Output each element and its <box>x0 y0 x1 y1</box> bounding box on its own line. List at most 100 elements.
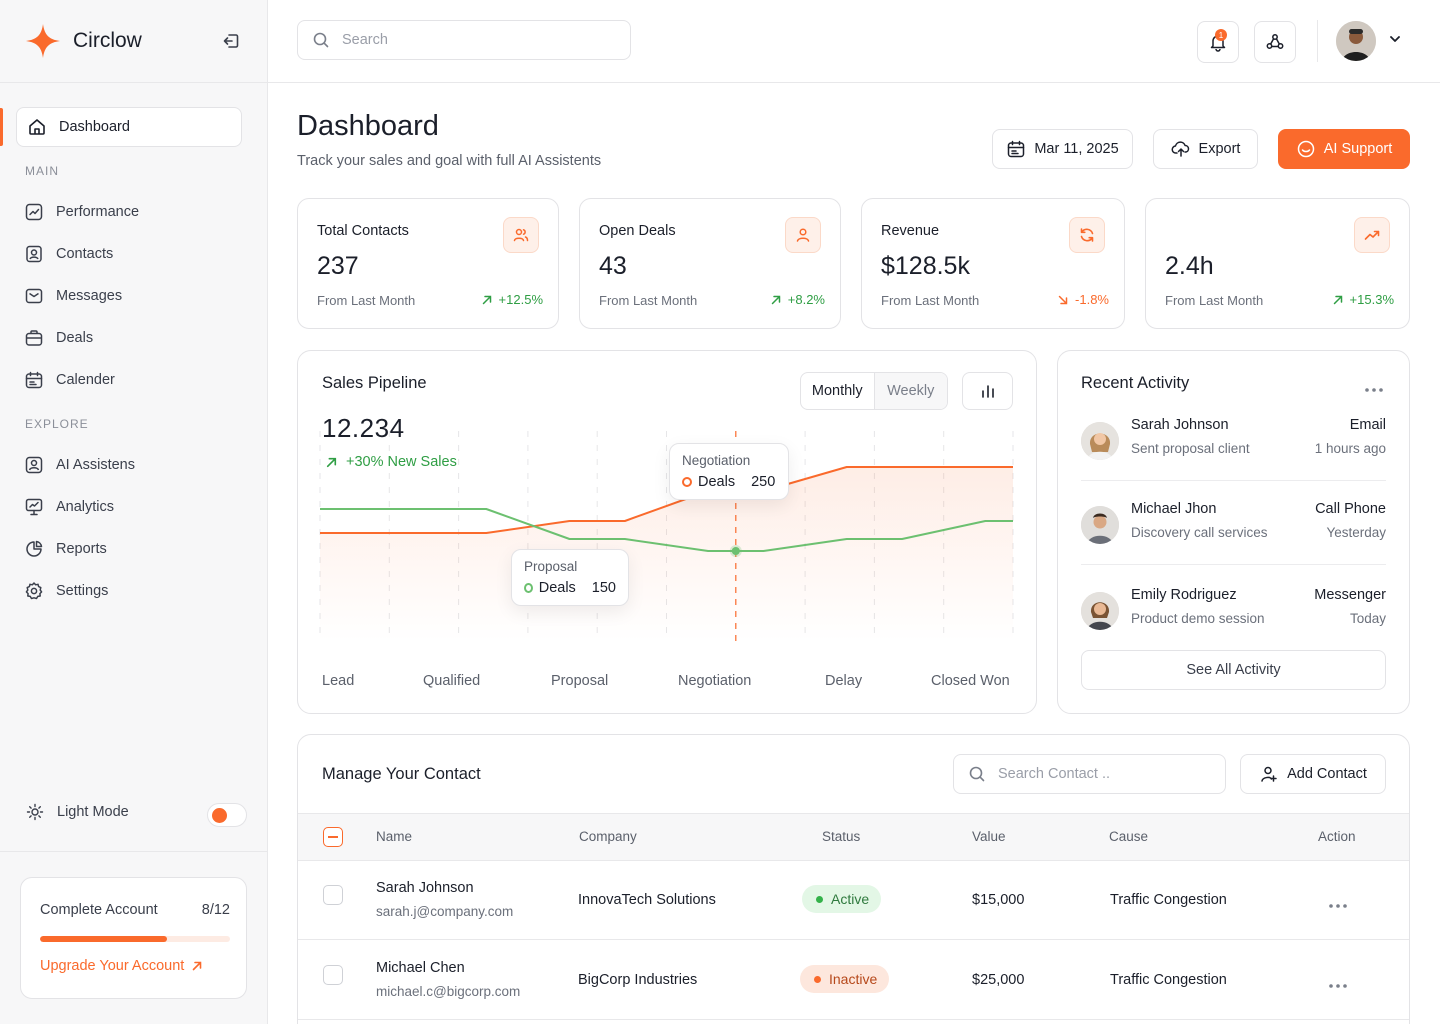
export-button[interactable]: Export <box>1153 129 1258 169</box>
activity-item[interactable]: Michael Jhon Discovery call services Cal… <box>1081 501 1386 561</box>
search-input[interactable] <box>342 32 612 48</box>
x-label-qualified: Qualified <box>423 673 481 689</box>
contact-search-input[interactable] <box>998 766 1208 782</box>
tab-monthly[interactable]: Monthly <box>801 373 875 409</box>
column-header-value[interactable]: Value <box>972 829 1006 844</box>
period-toggle: Monthly Weekly <box>800 372 948 410</box>
sidebar-item-settings[interactable]: Settings <box>24 576 108 606</box>
row-actions-icon[interactable] <box>1328 976 1348 994</box>
status-label: Active <box>831 891 870 907</box>
home-icon <box>29 119 45 135</box>
active-nav-marker <box>0 108 3 146</box>
select-all-checkbox[interactable] <box>323 827 343 847</box>
status-dot <box>814 975 821 983</box>
sidebar-item-analytics[interactable]: Analytics <box>24 492 114 522</box>
arrow-up-right-icon <box>771 295 781 304</box>
contacts-icon <box>26 245 42 263</box>
stat-card-open-deals: Open Deals 43 From Last Month +8.2% <box>579 198 841 329</box>
sidebar-item-label: Calender <box>56 372 115 388</box>
stat-change-value: -1.8% <box>1075 292 1109 307</box>
table-row: Sarah Johnson sarah.j@company.com Innova… <box>298 861 1409 940</box>
sidebar-item-performance[interactable]: Performance <box>24 197 139 227</box>
explore-section-label: EXPLORE <box>25 417 89 431</box>
topbar: 1 <box>268 0 1440 83</box>
collapse-sidebar-icon[interactable] <box>219 29 243 53</box>
date-picker-button[interactable]: Mar 11, 2025 <box>992 129 1133 169</box>
add-contact-button[interactable]: Add Contact <box>1240 754 1386 794</box>
sidebar-item-dashboard[interactable]: Dashboard <box>16 107 242 147</box>
see-all-activity-button[interactable]: See All Activity <box>1081 650 1386 690</box>
column-header-action: Action <box>1318 829 1356 844</box>
topbar-divider <box>1317 20 1318 62</box>
notifications-button[interactable]: 1 <box>1197 21 1239 63</box>
add-contact-label: Add Contact <box>1287 766 1367 782</box>
stat-title: Revenue <box>881 223 940 239</box>
status-dot <box>816 895 823 903</box>
contact-email: sarah.j@company.com <box>376 904 514 919</box>
row-actions-icon[interactable] <box>1328 896 1348 914</box>
activity-name: Michael Jhon <box>1131 501 1217 517</box>
arrow-up-right-icon <box>326 457 337 467</box>
activity-desc: Discovery call services <box>1131 525 1268 540</box>
stat-change: +12.5% <box>481 292 543 307</box>
sidebar-item-contacts[interactable]: Contacts <box>24 239 113 269</box>
account-progress-fill <box>40 936 167 942</box>
series-dot <box>524 583 533 593</box>
recent-activity-card: Recent Activity Sarah Johnson Sent propo… <box>1057 350 1410 714</box>
ai-support-button[interactable]: AI Support <box>1278 129 1410 169</box>
chart-type-button[interactable] <box>962 372 1013 410</box>
contact-search[interactable] <box>953 754 1226 794</box>
upload-cloud-icon <box>1171 141 1189 157</box>
column-header-company[interactable]: Company <box>579 829 637 844</box>
more-options-icon[interactable] <box>1364 380 1384 398</box>
sidebar-item-calender[interactable]: Calender <box>24 365 115 395</box>
avatar <box>1081 506 1119 544</box>
sidebar-item-messages[interactable]: Messages <box>24 281 122 311</box>
tooltip-title: Proposal <box>524 559 578 574</box>
row-checkbox[interactable] <box>323 885 343 905</box>
sidebar-item-ai-assistens[interactable]: AI Assistens <box>24 450 135 480</box>
sidebar-item-label: Analytics <box>56 499 115 515</box>
sidebar: Circlow Dashboard MAIN Performance Conta… <box>0 0 268 1024</box>
user-avatar[interactable] <box>1336 21 1376 61</box>
stat-card-revenue: Revenue $128.5k From Last Month -1.8% <box>861 198 1125 329</box>
light-mode-toggle[interactable] <box>207 803 247 827</box>
stat-card-avg-time: 2.4h From Last Month +15.3% <box>1145 198 1410 329</box>
sidebar-item-label: Dashboard <box>59 119 130 135</box>
page-title: Dashboard <box>297 110 439 142</box>
stat-title: Open Deals <box>599 223 676 239</box>
users-icon <box>503 217 539 253</box>
activity-item[interactable]: Emily Rodriguez Product demo session Mes… <box>1081 587 1386 647</box>
series-line-2 <box>320 508 1013 552</box>
avatar <box>1081 422 1119 460</box>
trend-up-icon <box>1354 217 1390 253</box>
divider <box>1081 480 1386 481</box>
activity-name: Sarah Johnson <box>1131 417 1229 433</box>
stat-period: From Last Month <box>881 293 980 308</box>
stat-change-value: +15.3% <box>1349 292 1394 307</box>
column-header-status[interactable]: Status <box>822 829 861 844</box>
column-header-name[interactable]: Name <box>376 829 413 844</box>
row-checkbox[interactable] <box>323 965 343 985</box>
brand-name: Circlow <box>73 29 142 52</box>
status-badge: Inactive <box>800 965 890 993</box>
column-header-cause[interactable]: Cause <box>1109 829 1149 844</box>
sidebar-item-reports[interactable]: Reports <box>24 534 107 564</box>
main-section-label: MAIN <box>25 164 59 178</box>
sidebar-item-label: Performance <box>56 204 140 220</box>
contact-cause: Traffic Congestion <box>1110 972 1227 988</box>
tab-weekly[interactable]: Weekly <box>874 373 947 409</box>
contact-value: $15,000 <box>972 892 1025 908</box>
chevron-down-icon[interactable] <box>1388 32 1402 51</box>
tooltip-proposal: Proposal Deals 150 <box>511 549 629 606</box>
arrow-up-right-icon <box>482 295 491 304</box>
series-line-1 <box>320 466 1013 534</box>
activity-title: Recent Activity <box>1081 374 1190 392</box>
sidebar-item-label: Reports <box>56 541 107 557</box>
activity-item[interactable]: Sarah Johnson Sent proposal client Email… <box>1081 417 1386 477</box>
upgrade-account-link[interactable]: Upgrade Your Account <box>40 958 230 974</box>
network-button[interactable] <box>1254 21 1296 63</box>
sidebar-item-deals[interactable]: Deals <box>24 323 93 353</box>
global-search[interactable] <box>297 20 631 60</box>
contact-name: Sarah Johnson <box>376 880 474 896</box>
